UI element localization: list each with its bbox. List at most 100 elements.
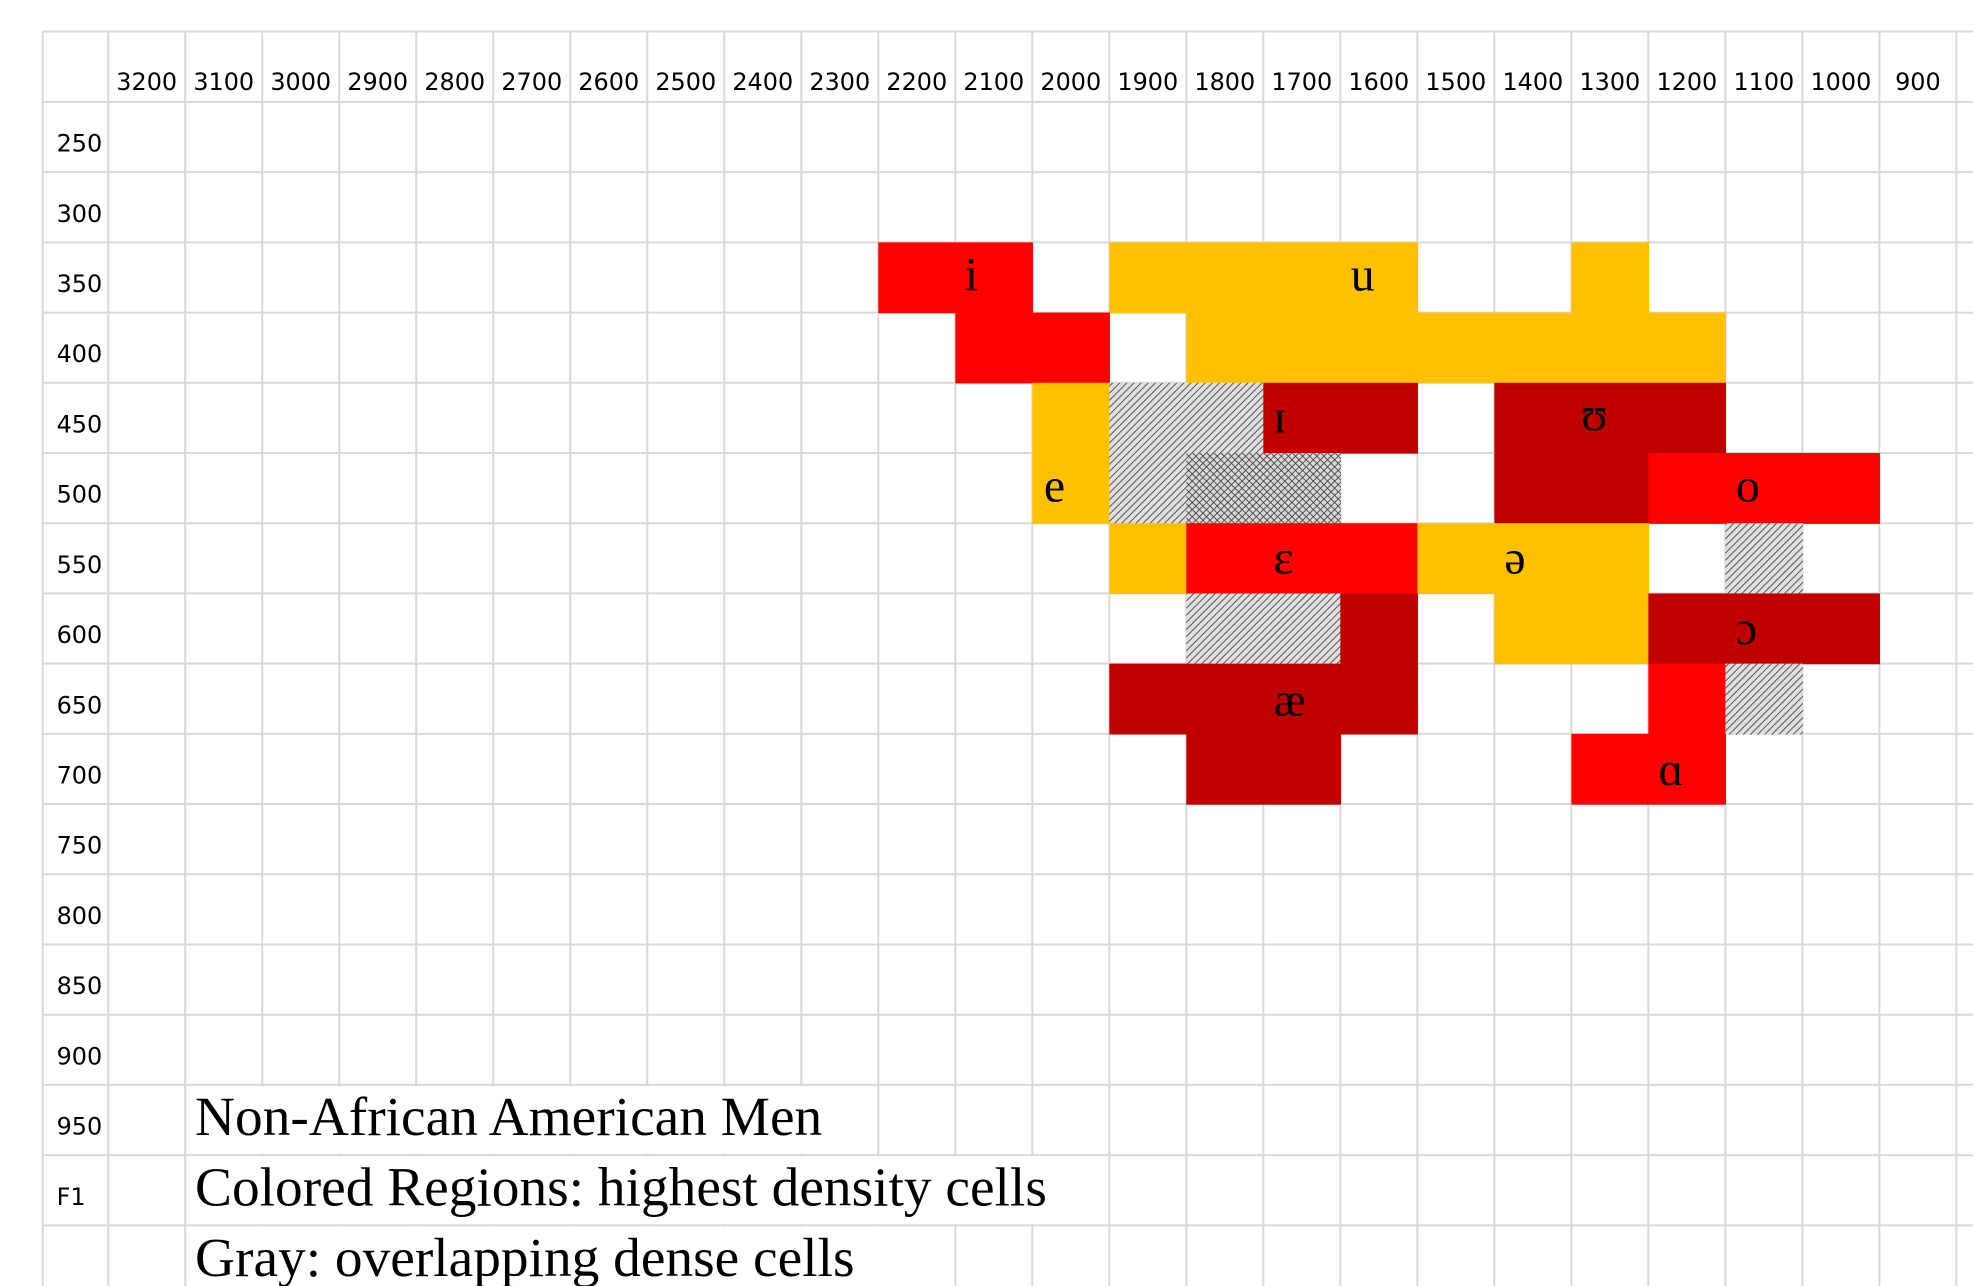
column-header: 2400 [732,68,793,96]
merged-cell [186,1226,955,1286]
density-cell [1648,593,1726,665]
row-header: 600 [57,621,103,649]
column-header: 3200 [116,68,177,96]
density-cell [1263,663,1341,735]
density-cell [1109,523,1187,595]
row-header: F1 [57,1183,86,1211]
column-header: 1500 [1425,68,1486,96]
density-cell [955,312,1033,384]
column-header: 3100 [193,68,254,96]
density-cell [1263,523,1341,595]
density-cell [1725,663,1804,735]
vowel-label: e [1044,460,1065,513]
note: Non-African American Men [195,1086,822,1147]
note: Colored Regions: highest density cells [195,1157,1047,1218]
density-cell [1032,382,1110,454]
density-cell [1571,242,1649,314]
density-cell [1648,452,1726,524]
density-cell [1494,382,1572,454]
row-header: 650 [57,691,103,719]
density-cell [1340,382,1418,454]
column-header: 1200 [1656,68,1717,96]
column-header: 1600 [1348,68,1409,96]
vowel-label: ɑ [1659,743,1684,796]
row-header: 900 [57,1042,103,1070]
vowel-label: u [1351,248,1375,301]
density-cell [1571,523,1649,595]
row-header: 500 [57,481,103,509]
density-cell [1340,242,1418,314]
vowel-label: i [965,248,978,301]
row-header: 750 [57,832,103,860]
density-cell [1263,593,1341,665]
column-header: 900 [1895,68,1941,96]
density-cell [1340,523,1418,595]
column-header: 1700 [1271,68,1332,96]
column-header: 1400 [1502,68,1563,96]
density-cell [1648,733,1726,805]
row-header: 800 [57,902,103,930]
row-header: 300 [57,200,103,228]
density-cell [1417,312,1495,384]
density-cell [1109,663,1187,735]
density-cell [878,242,956,314]
density-cell [1340,663,1418,735]
column-header: 2300 [809,68,870,96]
column-header: 2800 [424,68,485,96]
density-cell [1417,523,1495,595]
density-cell [1648,312,1726,384]
density-cell [1571,593,1649,665]
density-cell [1032,452,1110,524]
row-header: 350 [57,270,103,298]
density-cell [1725,452,1804,524]
density-cell [1109,452,1187,524]
vowel-label: ʊ [1581,388,1607,441]
merged-cell [186,1156,1109,1225]
density-cell [1263,312,1341,384]
density-cell [1186,733,1264,805]
column-header: 2000 [1040,68,1101,96]
density-cell [1648,663,1726,735]
row-header: 700 [57,762,103,790]
density-cell [1725,593,1804,665]
row-header: 850 [57,972,103,1000]
column-header: 1000 [1810,68,1871,96]
vowel-label: ə [1504,531,1525,584]
column-header: 2900 [347,68,408,96]
density-cell [1340,312,1418,384]
column-header: 1900 [1117,68,1178,96]
density-cell [1263,452,1341,524]
density-cell [955,242,1033,314]
density-cell [1186,523,1264,595]
column-header: 2200 [886,68,947,96]
column-header: 2600 [578,68,639,96]
density-cell [1263,382,1341,454]
density-cell [1186,382,1264,454]
column-header: 1100 [1733,68,1794,96]
vowel-label: æ [1274,674,1306,727]
column-header: 1300 [1579,68,1640,96]
density-cell [1494,523,1572,595]
density-cell [1571,312,1649,384]
density-cell [1186,242,1264,314]
column-header: 2500 [655,68,716,96]
row-header: 550 [57,551,103,579]
density-cell [1032,312,1110,384]
density-cell [1340,593,1418,665]
merged-cell [186,1086,878,1154]
density-cell [1186,452,1264,524]
row-header: 400 [57,340,103,368]
density-cell [1802,452,1881,524]
column-header: 2700 [501,68,562,96]
row-header: 250 [57,130,103,158]
labels: 3200 3100 3000 2900 2800 2700 2600 2500 2400 2300… [57,68,1941,1286]
density-cell [1725,523,1804,595]
density-cell [1186,312,1264,384]
region-cells [186,242,1881,1286]
vowel-label: ɛ [1273,531,1293,584]
vowel-label: o [1736,460,1760,513]
column-header: 3000 [270,68,331,96]
density-cell [1109,382,1187,454]
column-header: 2100 [963,68,1024,96]
